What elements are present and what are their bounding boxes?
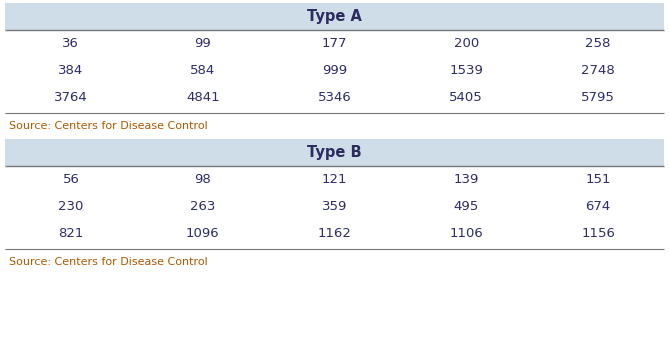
Text: 1096: 1096 <box>186 227 219 240</box>
Text: 384: 384 <box>58 64 84 77</box>
Text: 263: 263 <box>190 200 215 213</box>
Text: 99: 99 <box>194 37 211 50</box>
Text: Source: Centers for Disease Control: Source: Centers for Disease Control <box>9 121 208 131</box>
Text: Type B: Type B <box>307 145 362 160</box>
Text: 674: 674 <box>585 200 611 213</box>
Text: 359: 359 <box>322 200 347 213</box>
Text: 200: 200 <box>454 37 479 50</box>
Text: 5405: 5405 <box>450 91 483 104</box>
Text: 1162: 1162 <box>318 227 351 240</box>
Text: 56: 56 <box>62 173 80 186</box>
Text: 584: 584 <box>190 64 215 77</box>
Text: 5795: 5795 <box>581 91 615 104</box>
Text: 151: 151 <box>585 173 611 186</box>
Text: 121: 121 <box>322 173 347 186</box>
Text: Source: Centers for Disease Control: Source: Centers for Disease Control <box>9 257 208 267</box>
Text: 821: 821 <box>58 227 84 240</box>
Text: 1539: 1539 <box>450 64 483 77</box>
Text: 139: 139 <box>454 173 479 186</box>
Text: 495: 495 <box>454 200 479 213</box>
Text: 98: 98 <box>194 173 211 186</box>
Text: 1156: 1156 <box>581 227 615 240</box>
Text: 999: 999 <box>322 64 347 77</box>
Text: 2748: 2748 <box>581 64 615 77</box>
Text: 230: 230 <box>58 200 84 213</box>
Text: Type A: Type A <box>307 9 362 24</box>
Bar <box>5 3 664 30</box>
Text: 258: 258 <box>585 37 611 50</box>
Text: 1106: 1106 <box>450 227 483 240</box>
Text: 177: 177 <box>322 37 347 50</box>
Text: 4841: 4841 <box>186 91 219 104</box>
Bar <box>5 139 664 166</box>
Text: 5346: 5346 <box>318 91 351 104</box>
Text: 36: 36 <box>62 37 80 50</box>
Text: 3764: 3764 <box>54 91 88 104</box>
